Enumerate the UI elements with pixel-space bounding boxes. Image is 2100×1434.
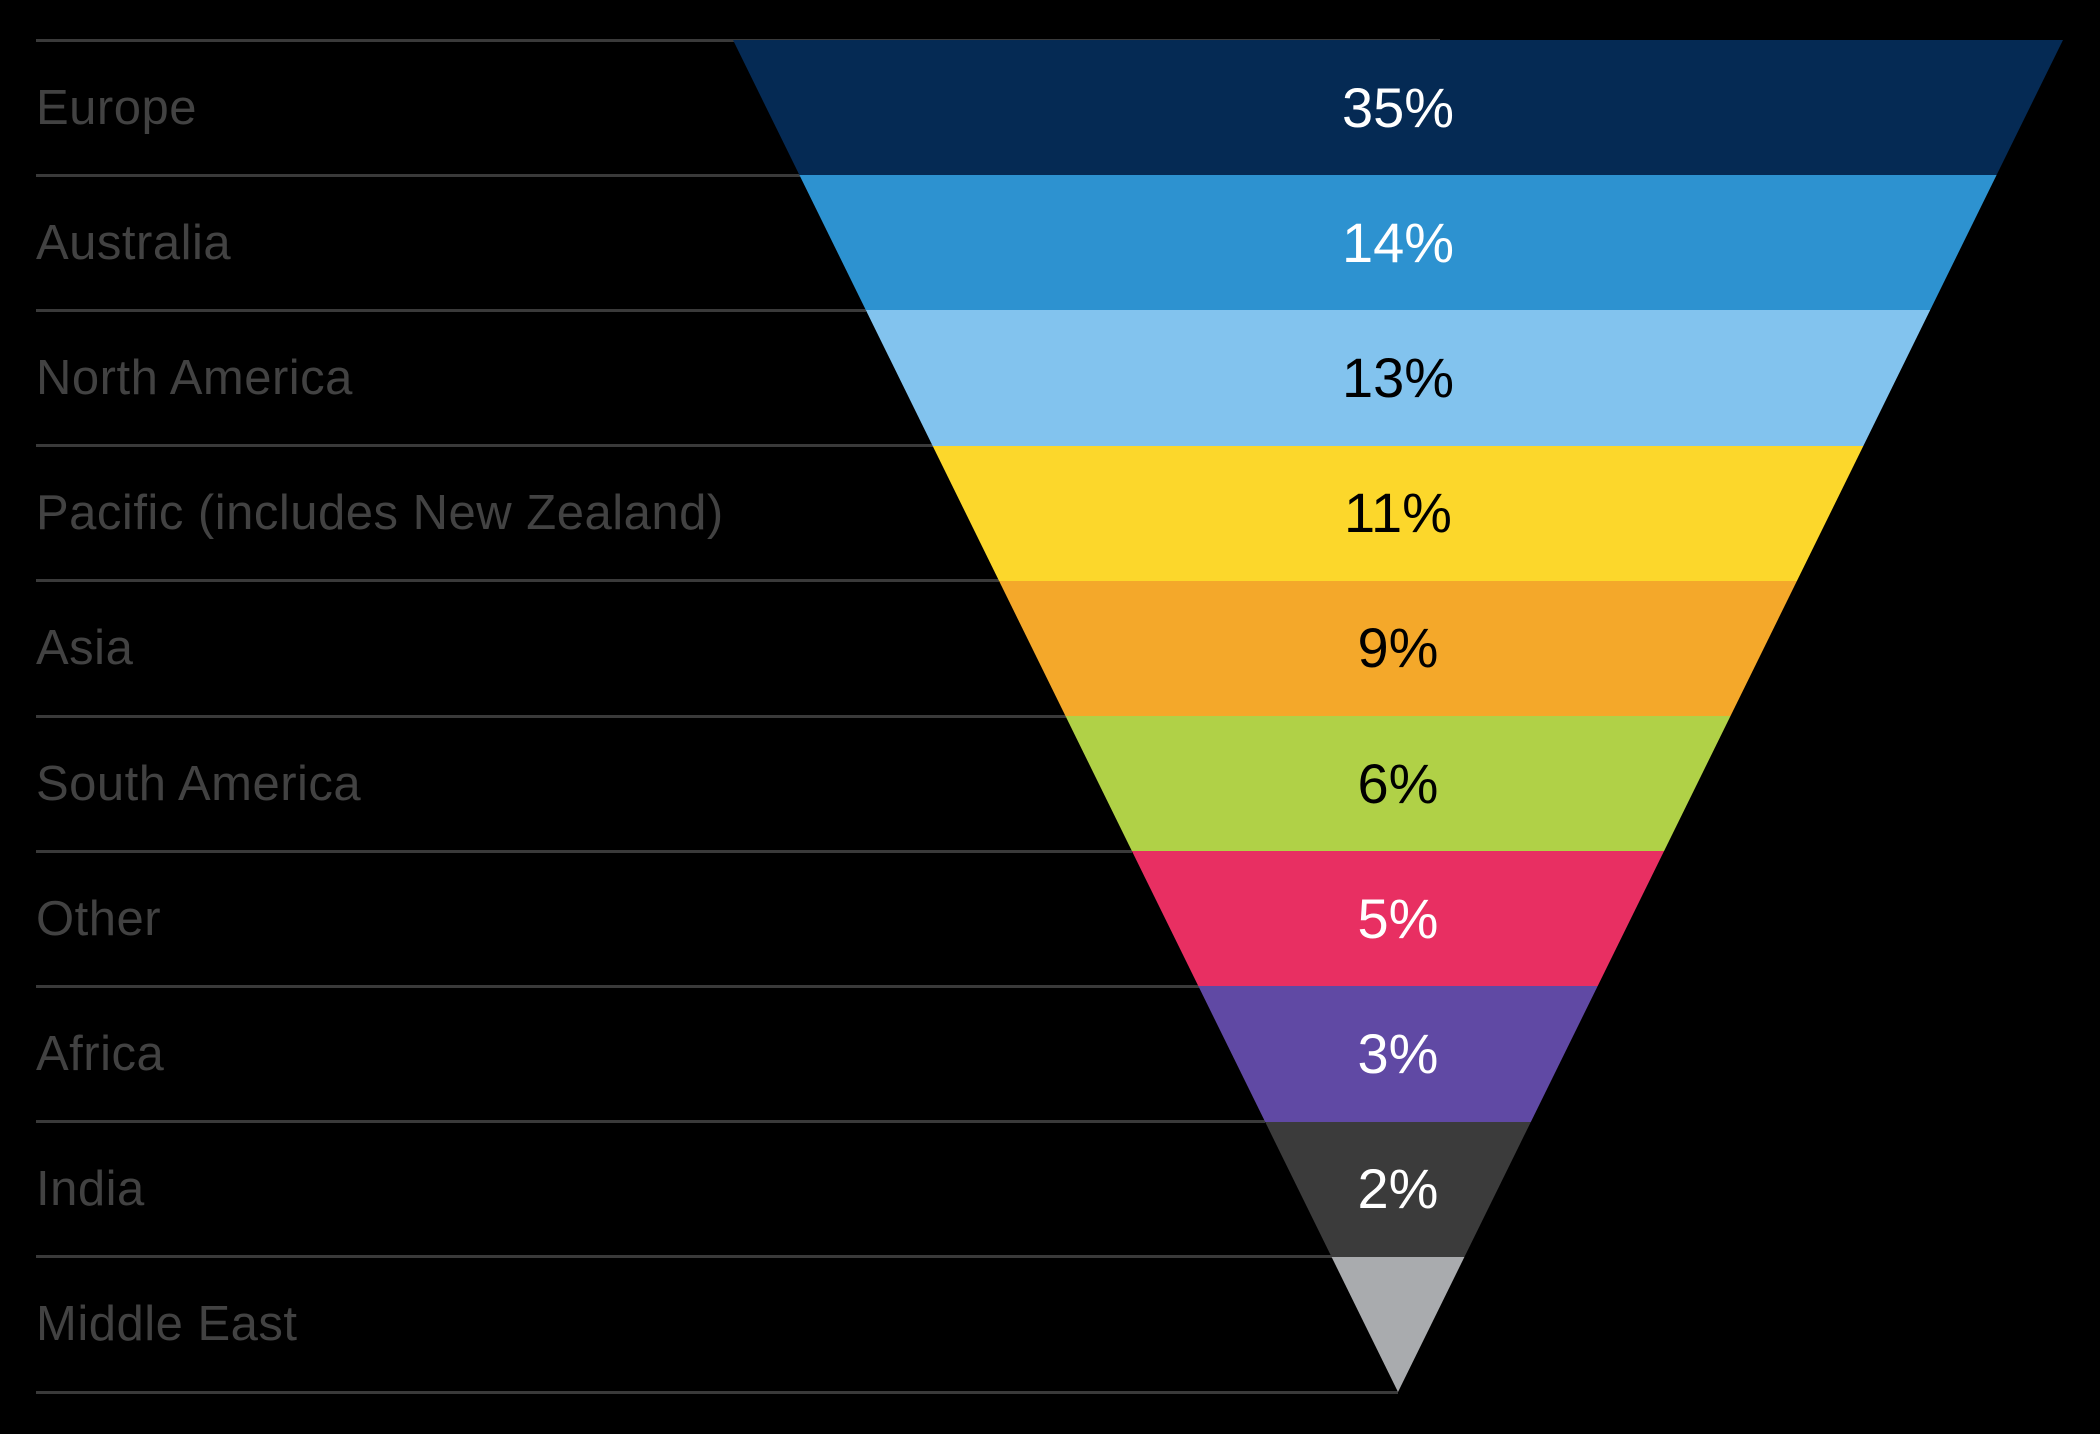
category-label-asia: Asia <box>36 621 134 676</box>
funnel-segment-india: 2% <box>733 1121 2063 1257</box>
segment-value-label: 9% <box>1357 616 1439 680</box>
row-divider-line <box>36 173 800 177</box>
category-label-india: India <box>36 1162 145 1217</box>
category-label-europe: Europe <box>36 80 198 135</box>
funnel-segment-africa: 3% <box>733 986 2063 1122</box>
funnel-segment-middle-east <box>733 1256 2063 1392</box>
segment-value-label: 13% <box>1341 346 1455 409</box>
category-label-australia: Australia <box>36 215 232 270</box>
category-label-south-america: South America <box>36 756 362 811</box>
row-divider-line <box>36 1390 1398 1394</box>
segment-value-label: 5% <box>1357 886 1439 950</box>
funnel-segment-south-america: 6% <box>733 716 2063 852</box>
row-divider-line <box>36 849 1132 853</box>
segment-value-label: 2% <box>1357 1157 1439 1221</box>
segment-value-label: 35% <box>1341 75 1455 139</box>
funnel-segment-australia: 14% <box>733 175 2063 311</box>
funnel-segment-asia: 9% <box>733 580 2063 717</box>
row-divider-line <box>36 579 999 583</box>
row-divider-line <box>36 1120 1265 1124</box>
row-divider-line <box>36 308 866 312</box>
category-label-pacific-includes-new-zealand: Pacific (includes New Zealand) <box>36 486 724 541</box>
funnel-segment-north-america: 13% <box>733 310 2063 446</box>
segment-value-label: 3% <box>1357 1022 1439 1086</box>
row-divider-line <box>36 984 1199 988</box>
category-label-middle-east: Middle East <box>36 1297 298 1352</box>
row-divider-line <box>36 714 1066 718</box>
category-label-north-america: North America <box>36 350 353 405</box>
funnel-segment-pacific-includes-new-zealand: 11% <box>733 445 2063 581</box>
category-label-other: Other <box>36 891 162 946</box>
funnel-segment-other: 5% <box>733 851 2063 987</box>
funnel-segment-europe: 35% <box>733 40 2063 176</box>
row-divider-line <box>36 444 933 448</box>
category-label-africa: Africa <box>36 1026 165 1081</box>
segment-value-label: 11% <box>1344 481 1452 545</box>
segment-value-label: 6% <box>1357 751 1439 815</box>
row-divider-line <box>36 1255 1332 1259</box>
segment-value-label: 14% <box>1341 210 1455 274</box>
